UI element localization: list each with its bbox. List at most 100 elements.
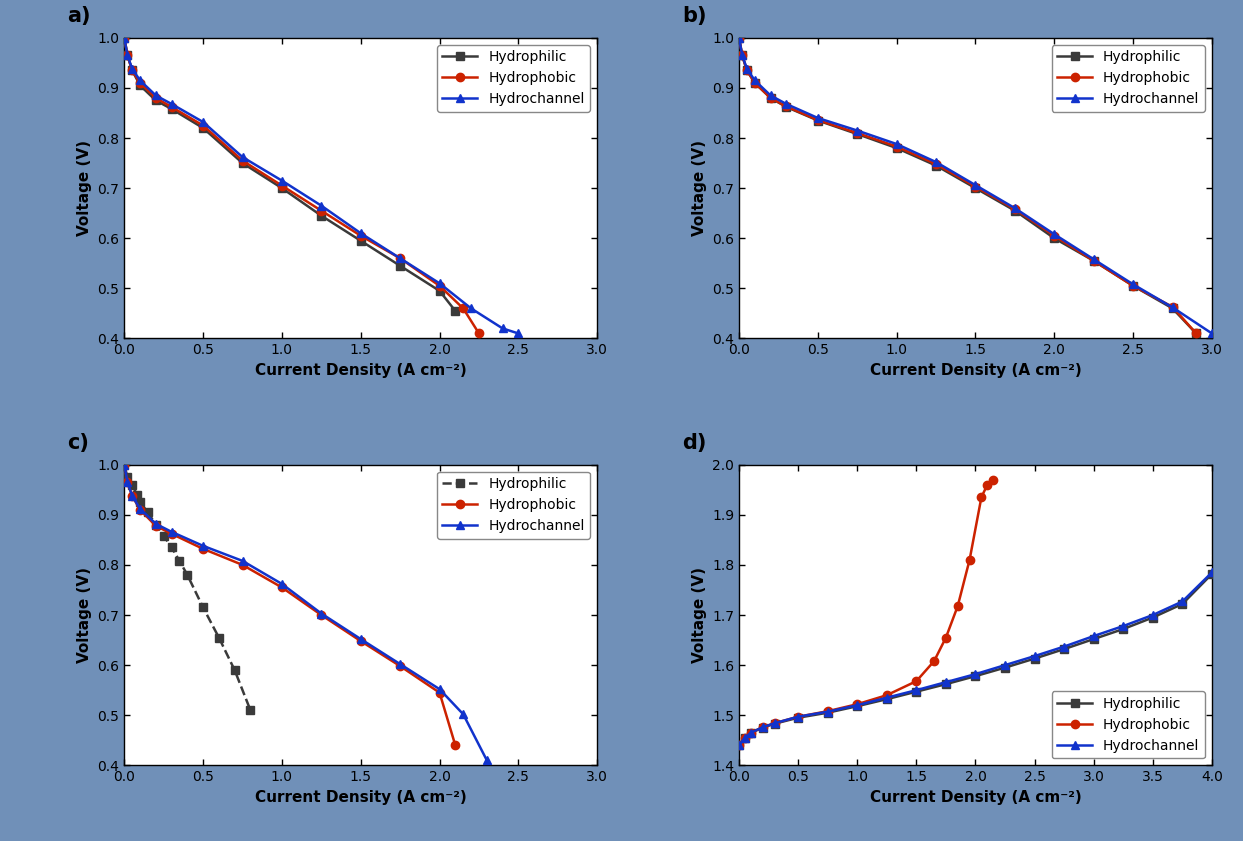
Hydrophilic	[235, 158, 250, 168]
Hydrochannel	[124, 64, 139, 74]
Hydrochannel	[737, 733, 752, 743]
Hydrochannel	[732, 740, 747, 750]
Hydrochannel	[353, 228, 368, 238]
Hydrophilic	[763, 93, 778, 103]
Hydrophobic	[889, 141, 904, 151]
Hydrophobic	[235, 560, 250, 570]
Hydrophobic	[951, 601, 966, 611]
Hydrophobic	[148, 93, 163, 103]
Hydrochannel	[124, 490, 139, 500]
Hydrophobic	[767, 718, 782, 728]
Hydrophobic	[1007, 204, 1022, 214]
Hydrophilic	[353, 235, 368, 246]
Hydrophobic	[962, 555, 977, 565]
Hydrochannel	[1086, 254, 1101, 264]
Hydrophobic	[850, 699, 865, 709]
Hydrophilic	[164, 104, 179, 114]
Hydrophilic	[767, 719, 782, 729]
Line: Hydrochannel: Hydrochannel	[121, 34, 522, 337]
Hydrophilic	[447, 306, 462, 316]
Hydrophobic	[735, 50, 750, 61]
Text: b): b)	[682, 6, 707, 26]
Hydrochannel	[164, 526, 179, 537]
Hydrophobic	[235, 156, 250, 166]
Hydrophilic	[732, 33, 747, 43]
Hydrochannel	[879, 693, 894, 703]
Hydrophobic	[433, 688, 447, 698]
Hydrochannel	[480, 755, 495, 765]
Hydrophobic	[737, 733, 752, 743]
Hydrochannel	[889, 139, 904, 149]
Hydrophilic	[998, 663, 1013, 673]
Hydrophobic	[117, 33, 132, 43]
Hydrophilic	[968, 183, 983, 193]
Hydrochannel	[743, 727, 758, 738]
Hydrophobic	[275, 181, 290, 191]
Hydrochannel	[195, 541, 210, 551]
Hydrochannel	[314, 201, 329, 211]
Hydrophilic	[148, 95, 163, 105]
Hydrophobic	[747, 78, 762, 88]
Hydrophobic	[938, 632, 953, 643]
Hydrochannel	[810, 113, 825, 123]
Hydrochannel	[1086, 631, 1101, 641]
Hydrophilic	[133, 81, 148, 91]
Hydrochannel	[747, 76, 762, 86]
Hydrophilic	[1086, 634, 1101, 644]
Hydrochannel	[148, 91, 163, 101]
Hydrochannel	[275, 579, 290, 589]
Hydrophilic	[227, 665, 242, 675]
Hydrochannel	[133, 76, 148, 86]
Y-axis label: Voltage (V): Voltage (V)	[691, 140, 706, 236]
Hydrophobic	[195, 120, 210, 130]
Hydrophilic	[172, 556, 186, 566]
Hydrophilic	[1027, 653, 1042, 664]
Hydrochannel	[393, 253, 408, 263]
Hydrochannel	[148, 519, 163, 529]
Hydrophilic	[129, 489, 144, 500]
Hydrophobic	[926, 656, 941, 666]
Hydrochannel	[909, 685, 924, 696]
Hydrophilic	[140, 507, 155, 517]
Line: Hydrophobic: Hydrophobic	[121, 34, 484, 337]
Hydrophobic	[353, 636, 368, 646]
Hydrophobic	[820, 706, 835, 717]
Hydrophilic	[124, 479, 139, 489]
Hydrochannel	[998, 660, 1013, 670]
Hydrochannel	[938, 677, 953, 687]
Hydrophobic	[433, 281, 447, 291]
Hydrophilic	[938, 679, 953, 689]
Hydrophobic	[975, 492, 989, 502]
Hydrophobic	[1126, 281, 1141, 291]
Hydrophilic	[1175, 599, 1190, 609]
Hydrochannel	[464, 304, 479, 314]
X-axis label: Current Density (A cm⁻²): Current Density (A cm⁻²)	[870, 362, 1081, 378]
Hydrophilic	[1188, 328, 1203, 338]
Hydrophilic	[117, 33, 132, 43]
Hydrochannel	[820, 706, 835, 717]
Hydrochannel	[1204, 328, 1219, 338]
Hydrophilic	[779, 102, 794, 112]
Hydrochannel	[732, 33, 747, 43]
Hydrophobic	[968, 182, 983, 192]
Hydrochannel	[763, 91, 778, 101]
Hydrochannel	[164, 99, 179, 109]
X-axis label: Current Density (A cm⁻²): Current Density (A cm⁻²)	[255, 790, 466, 805]
Hydrochannel	[756, 722, 771, 733]
Hydrochannel	[433, 684, 447, 694]
Text: a): a)	[67, 6, 91, 26]
Hydrophilic	[164, 542, 179, 553]
Hydrophilic	[1116, 624, 1131, 634]
Hydrophilic	[929, 161, 943, 171]
Hydrophobic	[164, 102, 179, 112]
Hydrophilic	[850, 701, 865, 711]
X-axis label: Current Density (A cm⁻²): Current Density (A cm⁻²)	[870, 790, 1081, 805]
Hydrochannel	[791, 711, 805, 722]
Line: Hydrophobic: Hydrophobic	[735, 34, 1201, 337]
Hydrochannel	[1204, 568, 1219, 578]
Hydrochannel	[275, 176, 290, 186]
Hydrophobic	[314, 610, 329, 620]
Legend: Hydrophilic, Hydrophobic, Hydrochannel: Hydrophilic, Hydrophobic, Hydrochannel	[438, 472, 590, 538]
Hydrophilic	[735, 50, 750, 61]
Hydrophilic	[747, 78, 762, 88]
